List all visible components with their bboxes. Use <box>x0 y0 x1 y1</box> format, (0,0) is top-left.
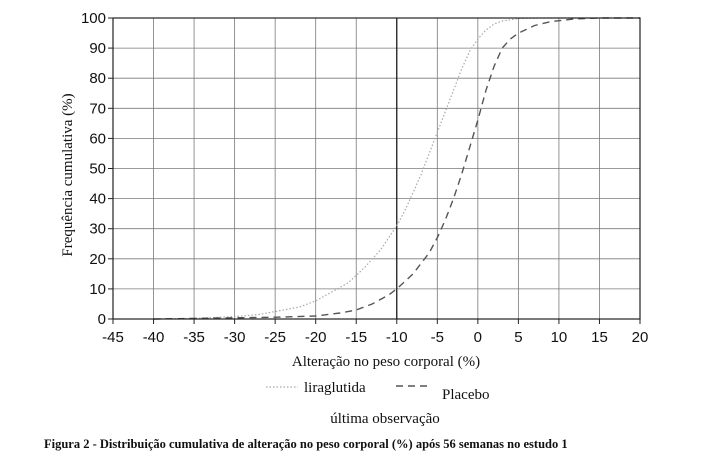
y-tick-label: 10 <box>89 281 106 298</box>
figure-caption: Figura 2 - Distribuição cumulativa de al… <box>44 437 568 451</box>
legend: liraglutida Placebo última observação <box>266 380 489 427</box>
x-tick-label: -40 <box>143 329 165 346</box>
legend-title: última observação <box>330 411 440 427</box>
y-tick-label: 50 <box>89 161 106 178</box>
x-tick-label: -35 <box>183 329 205 346</box>
y-tick-label: 20 <box>89 251 106 268</box>
x-tick-label: -10 <box>386 329 408 346</box>
series-line-liraglutida <box>153 17 640 320</box>
x-tick-label: -45 <box>102 329 124 346</box>
x-tick-label: -20 <box>305 329 327 346</box>
x-tick-label: 20 <box>632 329 649 346</box>
legend-liraglutida-label: liraglutida <box>304 380 366 396</box>
x-axis-title: Alteração no peso corporal (%) <box>292 354 480 370</box>
x-tick-label: -15 <box>345 329 367 346</box>
series-lines <box>153 17 640 320</box>
x-tick-label: 5 <box>514 329 522 346</box>
y-tick-label: 80 <box>89 70 106 87</box>
y-tick-label: 40 <box>89 191 106 208</box>
y-tick-label: 90 <box>89 40 106 57</box>
x-tick-label: 0 <box>474 329 482 346</box>
x-tick-label: 15 <box>591 329 608 346</box>
y-axis-title: Frequência cumulativa (%) <box>60 93 76 256</box>
legend-placebo-label: Placebo <box>442 387 489 403</box>
y-tick-label: 70 <box>89 100 106 117</box>
x-tick-label: 10 <box>551 329 568 346</box>
y-tick-label: 100 <box>81 10 106 27</box>
x-tick-label: -25 <box>264 329 286 346</box>
y-tick-label: 30 <box>89 221 106 238</box>
x-tick-labels: -45 -40 -35 -30 -25 -20 -15 -10 -5 0 5 10 15 20 <box>102 319 648 346</box>
y-tick-label: 0 <box>98 311 106 328</box>
x-tick-label: -5 <box>431 329 444 346</box>
series-line-placebo <box>153 17 640 320</box>
y-tick-label: 60 <box>89 130 106 147</box>
x-tick-label: -30 <box>224 329 246 346</box>
grid <box>112 17 641 320</box>
y-tick-labels: 0 10 20 30 40 50 60 70 80 90 100 <box>81 10 113 328</box>
